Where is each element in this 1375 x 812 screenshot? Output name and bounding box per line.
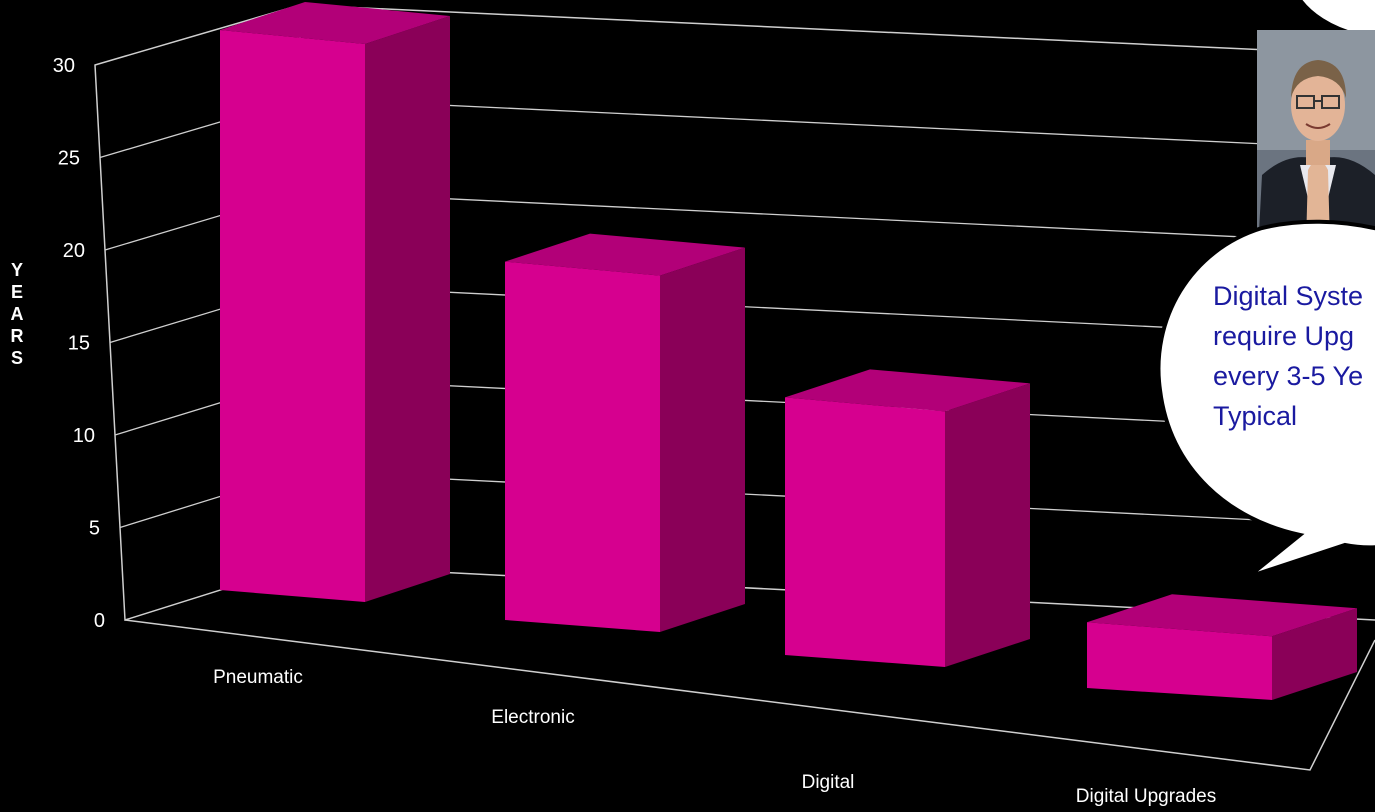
bar-top (220, 2, 450, 44)
callout-line-3: every 3-5 Ye (1213, 361, 1363, 391)
category-label: Digital Upgrades (1076, 786, 1216, 807)
bar-digital-upgrades (1087, 594, 1357, 700)
top-bubble (1298, 0, 1375, 40)
bar-digital (785, 369, 1030, 667)
y-tick-label: 5 (89, 518, 100, 540)
y-tick-label: 0 (94, 610, 105, 632)
bar-front (1087, 622, 1272, 700)
floor-edge (124, 619, 1375, 771)
y-tick-label: 15 (68, 333, 90, 355)
y-tick-label: 30 (53, 55, 75, 77)
speech-bubble-text: Digital Syste require Upg every 3-5 Ye T… (1213, 281, 1363, 431)
bar-side (365, 16, 450, 602)
callout-line-1: Digital Syste (1213, 281, 1363, 311)
y-tick-label: 25 (58, 148, 80, 170)
bar-top (505, 233, 745, 276)
y-tick-label: 10 (73, 425, 95, 447)
bar-front (785, 397, 945, 667)
category-labels: Pneumatic Electronic Digital Digital Upgrad… (213, 667, 1216, 807)
callout-line-4: Typical (1213, 401, 1297, 431)
y-tick-label: 20 (63, 240, 85, 262)
bar-side (1272, 608, 1357, 700)
bar-side (945, 383, 1030, 667)
bar-front (505, 261, 660, 632)
bar-electronic (505, 233, 745, 632)
bars (220, 2, 1357, 700)
bar-pneumatic (220, 2, 450, 602)
bar-top (1087, 594, 1357, 637)
category-label: Pneumatic (213, 667, 303, 688)
bar-side (660, 247, 745, 632)
speech-bubble (1156, 219, 1375, 579)
category-label: Electronic (491, 707, 574, 728)
y-tick-labels: 0 5 10 15 20 25 30 (53, 55, 105, 632)
bar-top (785, 369, 1030, 412)
bar-front (220, 30, 365, 602)
callout-line-2: require Upg (1213, 321, 1354, 351)
category-label: Digital (802, 772, 855, 793)
